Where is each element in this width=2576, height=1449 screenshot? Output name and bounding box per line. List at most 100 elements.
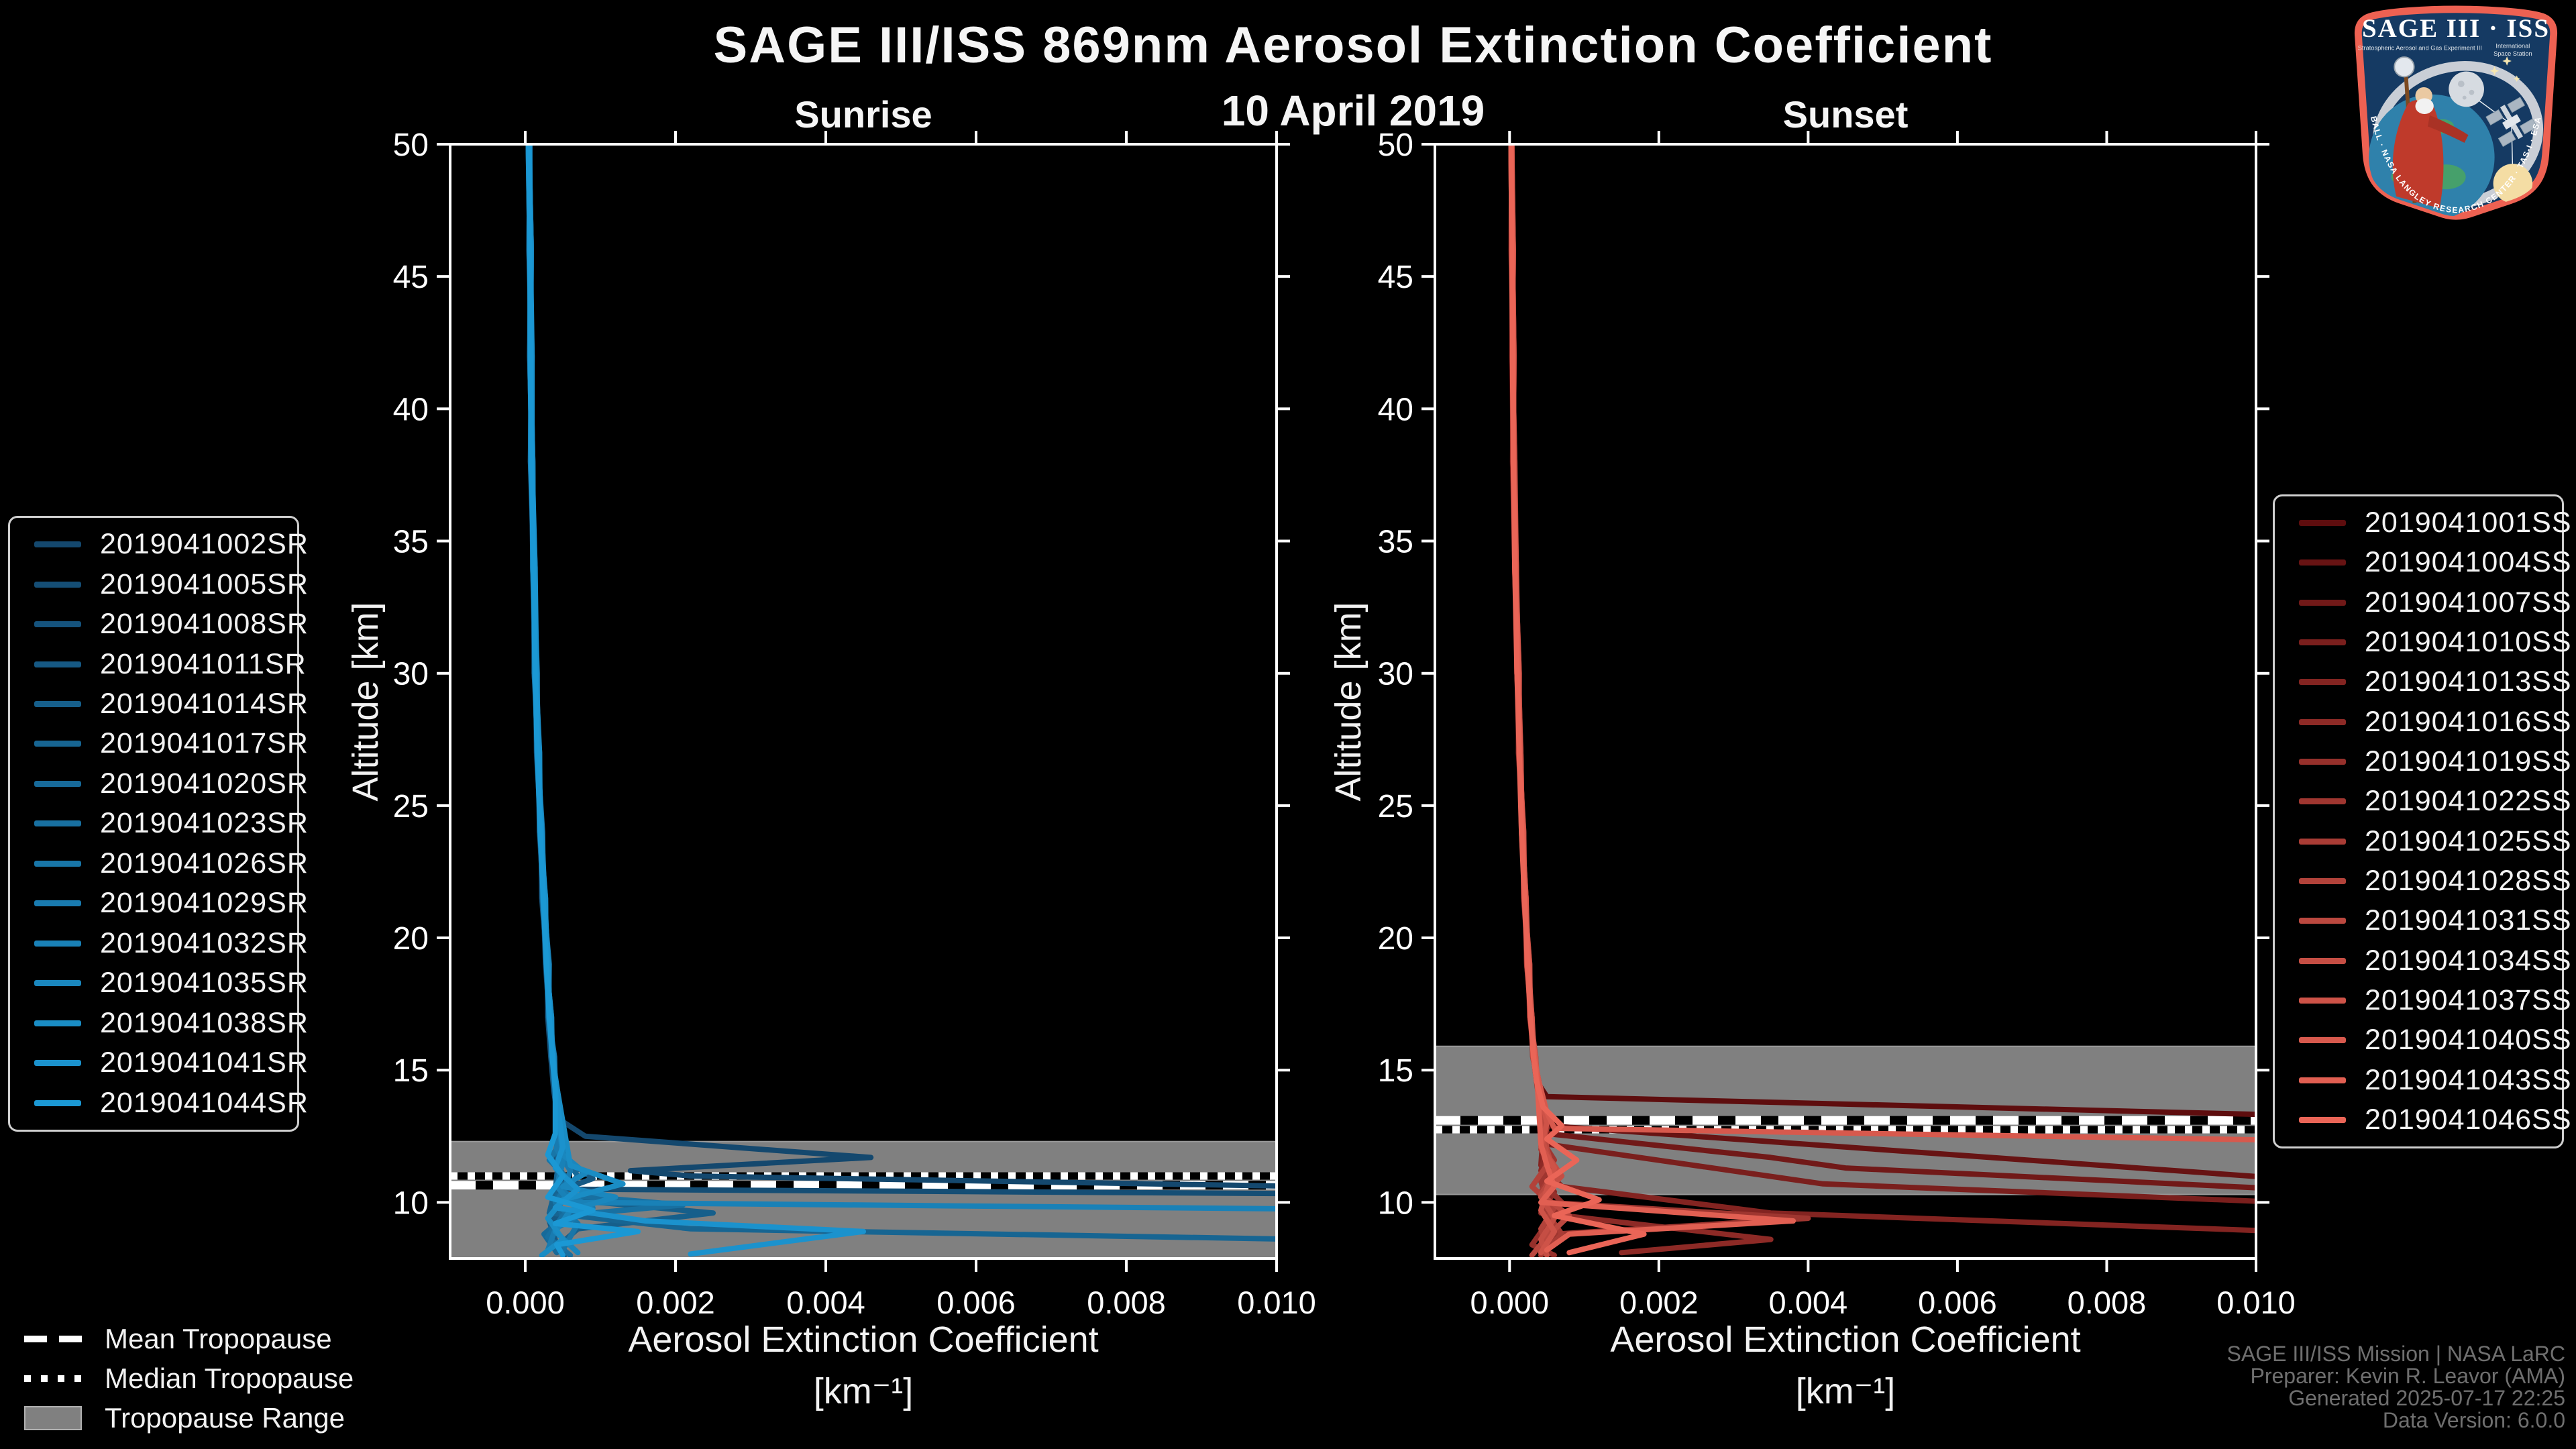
legend-line-swatch — [2299, 1077, 2346, 1083]
legend-item: 2019041032SR — [10, 927, 308, 960]
legend-item: 2019041037SS — [2275, 984, 2571, 1017]
legend-item: 2019041026SR — [10, 847, 308, 880]
x-tick-label: 0.002 — [1619, 1285, 1699, 1320]
legend-item: 2019041013SS — [2275, 665, 2571, 698]
y-axis-label-sunrise: Altitude [km] — [345, 602, 386, 802]
legend-item: 2019041002SR — [10, 528, 308, 561]
legend-item-label: 2019041040SS — [2365, 1024, 2572, 1057]
y-tick-label: 35 — [393, 525, 429, 560]
x-tick-label: 0.010 — [2216, 1285, 2296, 1320]
legend-item-label: 2019041020SR — [100, 767, 309, 800]
legend-line-swatch — [34, 820, 81, 827]
patch-subtitle-left: Stratospheric Aerosol and Gas Experiment… — [2358, 44, 2482, 51]
y-tick-label: 20 — [393, 921, 429, 957]
legend-line-swatch — [34, 581, 81, 588]
legend-line-swatch — [34, 900, 81, 907]
axes-frame-sunset — [1434, 143, 2257, 1260]
y-tick-label: 40 — [1378, 392, 1413, 427]
legend-sunset-events: 2019041001SS 2019041004SS 2019041007SS 2019… — [2273, 494, 2571, 1148]
legend-item-label: 2019041029SR — [100, 887, 309, 920]
legend-item: 2019041010SS — [2275, 626, 2571, 659]
panel-title-sunset: Sunset — [1782, 93, 1909, 136]
x-tick-label: 0.000 — [1470, 1285, 1549, 1320]
profile-2019041040SS — [1509, 144, 2256, 1142]
legend-item: 2019041005SR — [10, 568, 308, 601]
plot-area-sunrise — [450, 144, 1277, 1258]
legend-line-swatch — [34, 780, 81, 787]
profile-2019041041SR — [526, 144, 866, 1257]
legend-item-label: 2019041031SS — [2365, 904, 2572, 937]
x-tick-label: 0.006 — [1918, 1285, 1997, 1320]
legend-item-label: 2019041014SR — [100, 688, 309, 720]
dashed-line-swatch — [24, 1335, 82, 1342]
credit-line: Preparer: Kevin R. Leavor (AMA) — [2250, 1364, 2566, 1388]
x-tick-label: 0.008 — [1087, 1285, 1166, 1320]
legend-item-label: 2019041008SR — [100, 608, 309, 641]
sage-iii-iss-mission-patch: SAGE III · ISS Stratospheric Aerosol and… — [2354, 5, 2558, 220]
y-tick-label: 30 — [393, 657, 429, 692]
legend-line-swatch — [2299, 1116, 2346, 1123]
y-tick-label: 10 — [1378, 1185, 1413, 1221]
legend-item-label: 2019041043SS — [2365, 1063, 2572, 1096]
panel-title-sunrise: Sunrise — [794, 93, 932, 136]
legend-item: 2019041019SS — [2275, 745, 2571, 778]
moon-crater — [2469, 89, 2475, 95]
legend-line-swatch — [2299, 559, 2346, 566]
legend-line-swatch — [2299, 877, 2346, 884]
legend-line-swatch — [34, 940, 81, 947]
moon — [2449, 71, 2484, 107]
legend-item: 2019041029SR — [10, 887, 308, 920]
legend-item-label: 2019041013SS — [2365, 665, 2572, 698]
credits-block: SAGE III/ISS Mission | NASA LaRC Prepare… — [2227, 1343, 2565, 1432]
profile-2019041001SS — [1508, 144, 2256, 1118]
legend-item-label: 2019041001SS — [2365, 506, 2572, 539]
legend-item-tropopause-range: Tropopause Range — [24, 1398, 354, 1438]
date-subtitle: 10 April 2019 — [1221, 87, 1485, 135]
y-tick-label: 20 — [1378, 921, 1413, 957]
legend-line-swatch — [34, 541, 81, 548]
legend-item-label: 2019041035SR — [100, 967, 309, 1000]
tropopause-legend: Mean Tropopause Median Tropopause Tropop… — [24, 1319, 354, 1438]
legend-item-label: 2019041034SS — [2365, 944, 2572, 977]
x-tick-label: 0.002 — [636, 1285, 715, 1320]
y-tick-label: 45 — [393, 260, 429, 295]
legend-item: 2019041035SR — [10, 967, 308, 1000]
x-tick-label: 0.000 — [486, 1285, 565, 1320]
legend-item-label: Median Tropopause — [105, 1362, 354, 1394]
legend-item: 2019041041SR — [10, 1046, 308, 1079]
legend-item-label: 2019041007SS — [2365, 586, 2572, 619]
legend-item: 2019041040SS — [2275, 1024, 2571, 1057]
legend-item: 2019041022SS — [2275, 785, 2571, 818]
y-tick-label: 15 — [1378, 1053, 1413, 1089]
legend-item: 2019041017SR — [10, 727, 308, 760]
legend-item: 2019041011SR — [10, 648, 306, 681]
x-axis-unit-sunset: [km⁻¹] — [1795, 1371, 1896, 1411]
legend-item: 2019041046SS — [2275, 1104, 2571, 1136]
legend-line-swatch — [34, 860, 81, 867]
legend-item-label: 2019041023SR — [100, 807, 309, 840]
legend-item-label: 2019041046SS — [2365, 1103, 2572, 1136]
legend-line-swatch — [2299, 957, 2346, 964]
x-axis-label-sunrise: Aerosol Extinction Coefficient — [628, 1320, 1099, 1360]
iss — [2485, 97, 2538, 147]
y-tick-label: 30 — [1378, 657, 1413, 692]
legend-item-label: 2019041037SS — [2365, 983, 2572, 1016]
legend-item: 2019041038SR — [10, 1007, 308, 1040]
legend-line-swatch — [34, 1020, 81, 1026]
x-tick-label: 0.006 — [936, 1285, 1016, 1320]
legend-item: 2019041001SS — [2275, 506, 2571, 539]
sage-arm — [2428, 115, 2469, 143]
legend-item: 2019041004SS — [2275, 546, 2571, 579]
y-tick-label: 45 — [1378, 260, 1413, 295]
legend-item-label: 2019041025SS — [2365, 824, 2572, 857]
y-axis-label-sunset: Altitude [km] — [1328, 602, 1368, 802]
legend-line-swatch — [2299, 520, 2346, 527]
legend-item: 2019041043SS — [2275, 1064, 2571, 1097]
legend-item: 2019041028SS — [2275, 865, 2571, 898]
profile-2019041032SR — [527, 144, 1277, 1212]
legend-item-label: 2019041004SS — [2365, 546, 2572, 579]
patch-title: SAGE III · ISS — [2362, 14, 2550, 43]
legend-line-swatch — [2299, 918, 2346, 924]
profile-2019041046SS — [1508, 144, 1647, 1256]
